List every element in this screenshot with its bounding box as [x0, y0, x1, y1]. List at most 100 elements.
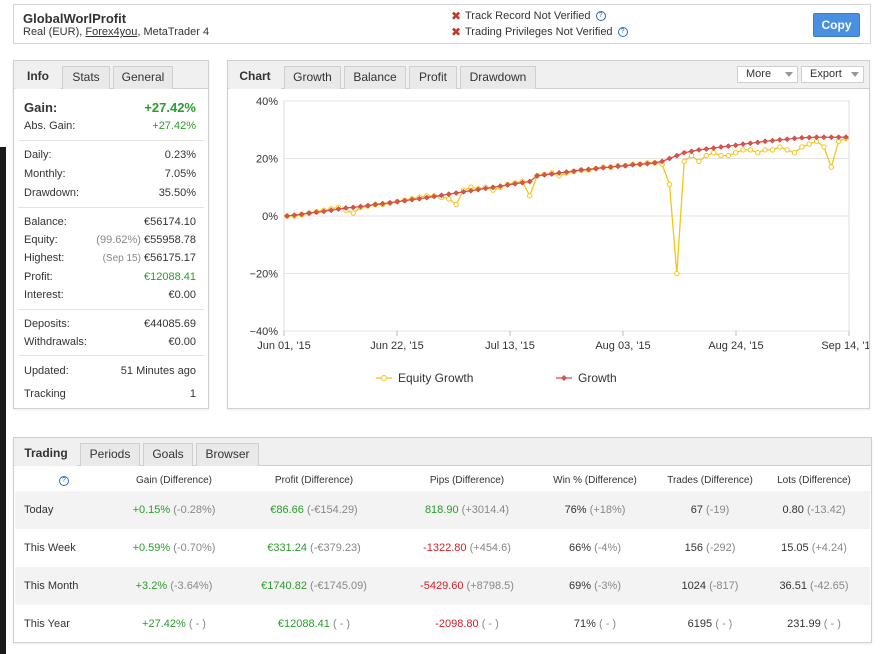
trades-difference: (-292) — [706, 542, 736, 554]
export-label: Export — [810, 68, 842, 80]
tab-drawdown[interactable]: Drawdown — [460, 66, 536, 89]
win-value: 69% — [569, 580, 592, 592]
table-row: This Year +27.42% ( - ) €12088.41 ( - ) -20… — [15, 605, 870, 643]
lots-value: 231.99 — [787, 618, 821, 630]
tab-browser[interactable]: Browser — [196, 443, 259, 466]
data-point — [791, 135, 798, 142]
data-point — [607, 164, 614, 171]
platform-label: , MetaTrader 4 — [137, 26, 210, 38]
gain-difference: ( - ) — [188, 618, 206, 630]
tab-goals[interactable]: Goals — [143, 443, 193, 466]
data-point — [629, 161, 636, 168]
y-tick-label: −40% — [250, 326, 279, 338]
tab-growth[interactable]: Growth — [284, 66, 341, 89]
legend-marker — [561, 375, 567, 381]
data-point — [755, 150, 761, 156]
help-icon[interactable]: ? — [595, 11, 606, 21]
y-tick-label: 20% — [256, 154, 278, 166]
gain-row: Gain: +27.42% — [24, 100, 196, 115]
help-icon[interactable]: ? — [59, 476, 69, 486]
tab-trading[interactable]: Trading — [15, 443, 77, 466]
cell-pips: -5429.60 (+8798.5) — [412, 567, 522, 605]
export-dropdown[interactable]: Export — [801, 66, 864, 83]
more-label: More — [746, 68, 772, 80]
cell-profit: €331.24 (-€379.23) — [259, 529, 369, 567]
tab-profit[interactable]: Profit — [409, 66, 457, 89]
data-point — [563, 169, 570, 175]
tab-stats[interactable]: Stats — [62, 66, 110, 89]
data-point — [364, 202, 371, 209]
y-tick-label: 40% — [256, 96, 278, 108]
table-row: This Week +0.59% (-0.70%) €331.24 (-€379.2… — [15, 529, 870, 567]
account-type: Real (EUR), — [23, 26, 83, 38]
win-difference: (-4%) — [594, 542, 621, 554]
data-point — [600, 164, 607, 171]
profit-label: Profit: — [24, 271, 53, 283]
data-point — [284, 213, 290, 219]
updated-label: Updated: — [24, 365, 69, 377]
cell-lots: 36.51 (-42.65) — [759, 567, 869, 605]
pips-difference: (+454.6) — [469, 542, 511, 554]
tab-periods[interactable]: Periods — [80, 443, 140, 466]
interest-value: €0.00 — [168, 289, 196, 301]
data-point — [673, 152, 680, 159]
data-point — [534, 172, 541, 179]
data-point — [703, 152, 709, 159]
lots-difference: (+4.24) — [811, 542, 847, 554]
help-icon[interactable]: ? — [617, 27, 628, 37]
abs-gain-value: +27.42% — [152, 120, 196, 132]
data-point — [718, 152, 724, 159]
drawdown-row: Drawdown: 35.50% — [24, 187, 196, 199]
col-lots-header: Lots (Difference) — [777, 475, 851, 486]
data-point — [828, 164, 834, 170]
monthly-value: 7.05% — [164, 168, 196, 180]
pips-difference: (+8798.5) — [466, 580, 514, 592]
cell-lots: 0.80 (-13.42) — [759, 491, 869, 529]
x-tick-label: Sep 14, '15 — [821, 340, 869, 352]
data-point — [357, 203, 364, 210]
data-point — [674, 270, 680, 277]
pips-difference: ( - ) — [481, 618, 499, 630]
data-point — [335, 206, 342, 213]
legend-marker — [381, 375, 387, 381]
profit-difference: (-€379.23) — [310, 542, 361, 554]
cell-trades: 1024 (-817) — [655, 567, 765, 605]
copy-button[interactable]: Copy — [813, 13, 860, 37]
cell-gain: +3.2% (-3.64%) — [119, 567, 229, 605]
x-icon: ✖ — [451, 9, 462, 23]
data-point — [784, 136, 791, 143]
cell-gain: +27.42% ( - ) — [119, 605, 229, 643]
data-point — [651, 159, 658, 166]
data-point — [732, 150, 739, 156]
data-point — [489, 184, 496, 191]
data-point — [696, 158, 702, 165]
daily-row: Daily: 0.23% — [24, 149, 196, 161]
more-dropdown[interactable]: More — [737, 66, 798, 83]
trades-value: 156 — [684, 542, 703, 554]
broker-link[interactable]: Forex4you — [85, 26, 138, 38]
data-point — [445, 191, 452, 198]
row-label: This Week — [24, 542, 76, 554]
data-point — [578, 167, 585, 173]
gain-difference: (-3.64%) — [170, 580, 213, 592]
data-point — [798, 134, 805, 141]
cell-profit: €1740.82 (-€1745.09) — [259, 567, 369, 605]
cell-profit: €86.66 (-€154.29) — [259, 491, 369, 529]
pips-difference: (+3014.4) — [461, 504, 510, 516]
data-point — [695, 146, 702, 153]
divider — [18, 140, 204, 141]
trading-privileges-status: ✖ Trading Privileges Not Verified ? — [451, 25, 628, 39]
trades-value: 67 — [690, 504, 703, 516]
balance-value: €56174.10 — [144, 216, 196, 228]
tab-balance[interactable]: Balance — [344, 66, 406, 89]
tab-chart[interactable]: Chart — [229, 66, 281, 89]
account-subtitle: Real (EUR), Forex4you, MetaTrader 4 — [23, 26, 209, 38]
trades-value: 6195 — [687, 618, 713, 630]
data-point — [828, 134, 835, 141]
data-point — [821, 144, 827, 150]
col-gain-header: Gain (Difference) — [136, 475, 212, 486]
tab-general[interactable]: General — [113, 66, 173, 89]
cell-trades: 6195 ( - ) — [655, 605, 765, 643]
tab-info[interactable]: Info — [15, 66, 61, 89]
highest-label: Highest: — [24, 252, 65, 264]
